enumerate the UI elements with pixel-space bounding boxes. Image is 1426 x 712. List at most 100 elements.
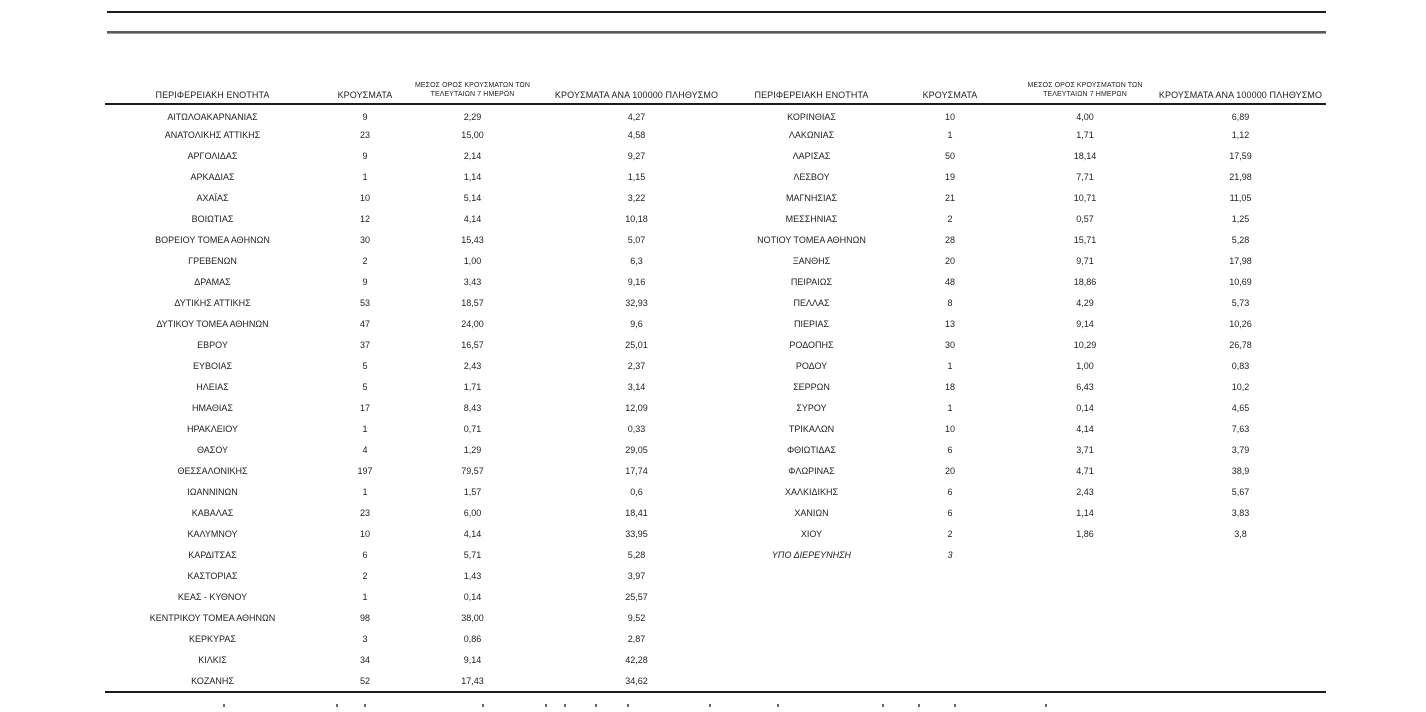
region-name-left: ΚΕΑΣ - ΚΥΘΝΟΥ — [177, 592, 248, 602]
per-100k-left: 32,93 — [625, 298, 648, 308]
table-row: ΚΕΑΣ - ΚΥΘΝΟΥ 1 0,14 25,57 — [105, 587, 1326, 608]
table-row: ΚΑΡΔΙΤΣΑΣ 6 5,71 5,28 ΥΠΟ ΔΙΕΡΕΥΝΗΣΗ 3 — [105, 545, 1326, 566]
avg-7day-right: 2,43 — [1076, 487, 1094, 497]
avg-7day-left: 5,71 — [463, 550, 482, 560]
avg-7day-left: 0,14 — [463, 592, 482, 602]
avg-7day-left: 1,57 — [463, 487, 482, 497]
cases-right — [885, 608, 1015, 629]
region-name-right: ΣΕΡΡΩΝ — [793, 382, 830, 392]
header-avg-7day-left-line2: ΤΕΛΕΥΤΑΙΩΝ 7 ΗΜΕΡΩΝ — [430, 90, 515, 98]
header-avg-7day-right: ΜΕΣΟΣ ΟΡΟΣ ΚΡΟΥΣΜΑΤΩΝ ΤΩΝ ΤΕΛΕΥΤΑΙΩΝ 7 Η… — [1015, 82, 1155, 105]
cases-left: 53 — [359, 298, 370, 308]
table-row: ΚΟΖΑΝΗΣ 52 17,43 34,62 — [105, 671, 1326, 692]
region-name-left: ΑΝΑΤΟΛΙΚΗΣ ΑΤΤΙΚΗΣ — [164, 130, 261, 140]
cutoff-mark — [954, 704, 956, 707]
per-100k-right — [1155, 587, 1326, 608]
region-name-right — [738, 566, 885, 587]
avg-7day-right: 15,71 — [1073, 235, 1097, 245]
table-row: ΔΥΤΙΚΟΥ ΤΟΜΕΑ ΑΘΗΝΩΝ 47 24,00 9,6 ΠΙΕΡΙΑΣ 13 9… — [105, 314, 1326, 335]
per-100k-right: 6,89 — [1231, 112, 1250, 122]
region-name-left: ΔΥΤΙΚΟΥ ΤΟΜΕΑ ΑΘΗΝΩΝ — [156, 319, 269, 329]
header-region-left: ΠΕΡΙΦΕΡΕΙΑΚΗ ΕΝΟΤΗΤΑ — [105, 82, 320, 105]
cutoff-mark — [627, 704, 629, 707]
table-row: ΘΑΣΟΥ 4 1,29 29,05 ΦΘΙΩΤΙΔΑΣ 6 3,71 3,79 — [105, 440, 1326, 461]
cases-right: 48 — [944, 277, 955, 287]
per-100k-left: 9,6 — [630, 319, 643, 329]
region-name-left: ΔΡΑΜΑΣ — [194, 277, 231, 287]
cases-right — [885, 566, 1015, 587]
per-100k-right — [1155, 629, 1326, 650]
per-100k-left: 5,28 — [627, 550, 646, 560]
cutoff-mark — [223, 704, 225, 707]
table-row: ΑΡΓΟΛΙΔΑΣ 9 2,14 9,27 ΛΑΡΙΣΑΣ 50 18,14 17,59 — [105, 146, 1326, 167]
per-100k-left: 9,27 — [627, 151, 646, 161]
cases-left: 47 — [359, 319, 370, 329]
avg-7day-left: 1,29 — [463, 445, 482, 455]
avg-7day-right — [1015, 545, 1155, 566]
region-name-left: ΗΡΑΚΛΕΙΟΥ — [186, 424, 239, 434]
cases-left: 1 — [362, 424, 368, 434]
cases-right: 20 — [944, 256, 955, 266]
avg-7day-right: 1,14 — [1076, 508, 1094, 518]
per-100k-left: 3,22 — [627, 193, 646, 203]
cutoff-mark — [1045, 704, 1047, 707]
avg-7day-right: 0,57 — [1076, 214, 1094, 224]
per-100k-right: 26,78 — [1229, 340, 1252, 350]
region-name-left: ΑΡΓΟΛΙΔΑΣ — [187, 151, 238, 161]
cases-right: 6 — [947, 487, 953, 497]
region-name-right: ΚΟΡΙΝΘΙΑΣ — [787, 112, 836, 122]
per-100k-right: 3,8 — [1234, 529, 1247, 539]
avg-7day-right: 10,71 — [1073, 193, 1097, 203]
avg-7day-right: 3,71 — [1076, 445, 1094, 455]
avg-7day-right: 4,00 — [1076, 112, 1094, 122]
avg-7day-left: 9,14 — [463, 655, 482, 665]
per-100k-right: 0,83 — [1231, 361, 1250, 371]
per-100k-left: 25,57 — [625, 592, 648, 602]
avg-7day-left: 5,14 — [463, 193, 482, 203]
cases-left: 30 — [359, 235, 370, 245]
per-100k-left: 29,05 — [625, 445, 648, 455]
per-100k-right: 10,26 — [1229, 319, 1252, 329]
cases-left: 17 — [359, 403, 370, 413]
cases-left: 1 — [362, 487, 368, 497]
avg-7day-right: 1,71 — [1076, 130, 1094, 140]
cases-right: 6 — [947, 508, 953, 518]
header-per-100k-left: ΚΡΟΥΣΜΑΤΑ ΑΝΑ 100000 ΠΛΗΘΥΣΜΟ — [535, 82, 738, 105]
per-100k-left: 2,87 — [627, 634, 646, 644]
top-rule — [107, 11, 1326, 13]
per-100k-right: 21,98 — [1229, 172, 1252, 182]
cutoff-mark — [595, 704, 597, 707]
per-100k-left: 3,97 — [627, 571, 646, 581]
per-100k-left: 42,28 — [625, 655, 648, 665]
avg-7day-right — [1015, 629, 1155, 650]
second-rule — [107, 31, 1326, 34]
avg-7day-left: 2,14 — [463, 151, 482, 161]
region-name-left: ΑΧΑΪΑΣ — [196, 193, 229, 203]
per-100k-left: 12,09 — [625, 403, 648, 413]
cutoff-mark — [364, 704, 366, 707]
cases-right: 1 — [947, 403, 953, 413]
region-name-right: ΦΛΩΡΙΝΑΣ — [788, 466, 835, 476]
per-100k-right: 4,65 — [1231, 403, 1250, 413]
cases-left: 9 — [362, 151, 368, 161]
cases-left: 2 — [362, 571, 368, 581]
table-row: ΙΩΑΝΝΙΝΩΝ 1 1,57 0,6 ΧΑΛΚΙΔΙΚΗΣ 6 2,43 5,67 — [105, 482, 1326, 503]
avg-7day-right — [1015, 608, 1155, 629]
header-avg-7day-left: ΜΕΣΟΣ ΟΡΟΣ ΚΡΟΥΣΜΑΤΩΝ ΤΩΝ ΤΕΛΕΥΤΑΙΩΝ 7 Η… — [410, 82, 535, 105]
avg-7day-left: 0,71 — [463, 424, 482, 434]
avg-7day-right: 1,86 — [1076, 529, 1094, 539]
region-name-left: ΚΙΛΚΙΣ — [198, 655, 227, 665]
cases-right: 28 — [944, 235, 955, 245]
cases-left: 5 — [362, 361, 368, 371]
header-per-100k-right: ΚΡΟΥΣΜΑΤΑ ΑΝΑ 100000 ΠΛΗΘΥΣΜΟ — [1155, 82, 1326, 105]
avg-7day-left: 1,43 — [463, 571, 482, 581]
cutoff-mark — [709, 704, 711, 707]
cases-right: 8 — [947, 298, 953, 308]
cases-left: 1 — [362, 172, 368, 182]
cases-left: 3 — [362, 634, 368, 644]
cutoff-mark — [564, 704, 566, 707]
table-row: ΚΑΒΑΛΑΣ 23 6,00 18,41 ΧΑΝΙΩΝ 6 1,14 3,83 — [105, 503, 1326, 524]
region-name-right: ΝΟΤΙΟΥ ΤΟΜΕΑ ΑΘΗΝΩΝ — [757, 235, 866, 245]
per-100k-left: 4,27 — [627, 112, 646, 122]
region-name-right: ΡΟΔΟΠΗΣ — [789, 340, 834, 350]
